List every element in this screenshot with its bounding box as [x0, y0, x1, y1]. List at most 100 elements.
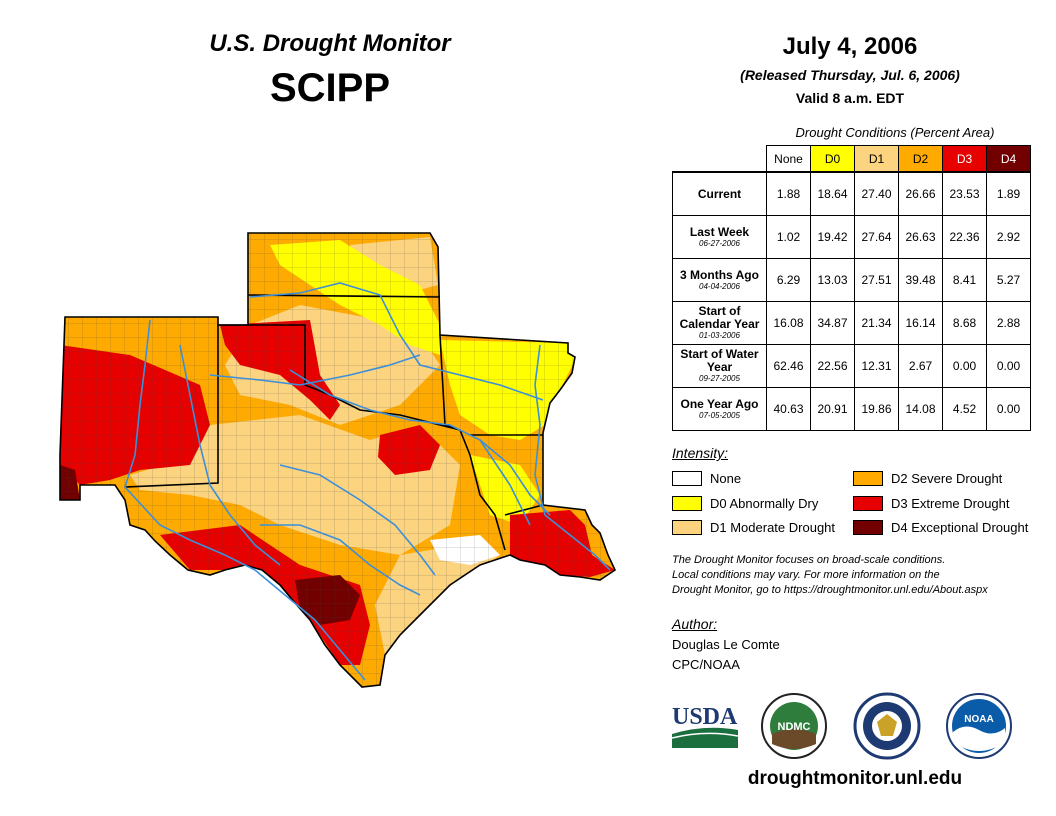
author-name: Douglas Le Comte	[672, 637, 780, 652]
legend-swatch	[672, 496, 702, 511]
table-cell: 14.08	[898, 387, 943, 431]
col-header-d1: D1	[854, 145, 899, 173]
table-cell: 8.68	[942, 301, 987, 345]
table-cell: 27.51	[854, 258, 899, 302]
col-header-d4: D4	[986, 145, 1031, 173]
row-date: 06-27-2006	[699, 238, 740, 248]
monitor-title: U.S. Drought Monitor	[209, 30, 451, 57]
table-cell: 1.89	[986, 171, 1031, 216]
noaa-logo: NOAA	[946, 693, 1012, 759]
table-corner	[673, 146, 767, 173]
red-river-la	[479, 439, 551, 516]
legend-item-d3: D3 Extreme Drought	[853, 496, 1010, 511]
table-cell: 40.63	[766, 387, 811, 431]
footnote-line: The Drought Monitor focuses on broad-sca…	[672, 554, 946, 566]
legend-label: D3 Extreme Drought	[891, 496, 1010, 511]
table-cell: 8.41	[942, 258, 987, 302]
arkansas-river	[249, 282, 544, 401]
table-cell: 6.29	[766, 258, 811, 302]
table-cell: 0.00	[942, 344, 987, 388]
table-row: Current 1.88 18.64 27.40 26.66 23.53 1.8…	[672, 171, 1031, 216]
release-date: (Released Thursday, Jul. 6, 2006)	[740, 67, 960, 83]
legend-swatch	[672, 471, 702, 486]
mississippi-river	[534, 344, 611, 571]
legend-label: D1 Moderate Drought	[710, 520, 836, 535]
row-date: 04-04-2006	[699, 281, 740, 291]
row-label: Current	[672, 171, 767, 216]
col-header-d0: D0	[810, 145, 855, 173]
table-cell: 27.64	[854, 215, 899, 259]
usda-logo: USDA	[671, 704, 739, 748]
pecos-river	[179, 344, 281, 566]
colorado-river	[260, 524, 421, 596]
table-row: Start of Calendar Year 01-03-2006 16.08 3…	[672, 301, 1031, 345]
row-label: Last Week 06-27-2006	[672, 215, 767, 259]
table-cell: 26.63	[898, 215, 943, 259]
footnote-line: Drought Monitor, go to https://droughtmo…	[672, 584, 988, 596]
svg-text:NOAA: NOAA	[964, 714, 993, 725]
table-cell: 0.00	[986, 344, 1031, 388]
table-cell: 18.64	[810, 171, 855, 216]
table-cell: 16.14	[898, 301, 943, 345]
table-row: Start of Water Year 09-27-2005 62.46 22.5…	[672, 344, 1031, 388]
legend-item-none: None	[672, 471, 741, 486]
legend-swatch	[672, 520, 702, 535]
row-label: Start of Calendar Year 01-03-2006	[672, 301, 767, 345]
table-cell: 27.40	[854, 171, 899, 216]
table-cell: 19.86	[854, 387, 899, 431]
map-date: July 4, 2006	[782, 33, 918, 60]
table-cell: 34.87	[810, 301, 855, 345]
svg-text:NDMC: NDMC	[778, 721, 811, 733]
table-cell: 0.00	[986, 387, 1031, 431]
author-org: CPC/NOAA	[672, 657, 740, 672]
legend-item-d4: D4 Exceptional Drought	[853, 520, 1028, 535]
region-title: SCIPP	[269, 66, 391, 110]
rio-grande-river	[124, 319, 366, 681]
author-heading: Author:	[672, 616, 718, 632]
drought-stats-table: None D0 D1 D2 D3 D4 Current 1.88 18.64 2…	[672, 145, 1031, 431]
table-cell: 19.42	[810, 215, 855, 259]
website-link[interactable]: droughtmonitor.unl.edu	[747, 768, 963, 789]
footnote-line: Local conditions may vary. For more info…	[672, 569, 940, 581]
legend-swatch	[853, 496, 883, 511]
table-cell: 26.66	[898, 171, 943, 216]
table-cell: 23.53	[942, 171, 987, 216]
col-header-d2: D2	[898, 145, 943, 173]
footnote: The Drought Monitor focuses on broad-sca…	[672, 553, 1042, 598]
table-cell: 20.91	[810, 387, 855, 431]
table-cell: 2.88	[986, 301, 1031, 345]
row-label: One Year Ago 07-05-2005	[672, 387, 767, 431]
table-cell: 1.02	[766, 215, 811, 259]
legend-swatch	[853, 520, 883, 535]
table-cell: 2.92	[986, 215, 1031, 259]
table-cell: 16.08	[766, 301, 811, 345]
table-row: One Year Ago 07-05-2005 40.63 20.91 19.86…	[672, 387, 1031, 431]
valid-time: Valid 8 a.m. EDT	[795, 90, 905, 106]
svg-text:USDA: USDA	[672, 704, 738, 730]
row-date: 09-27-2005	[699, 374, 740, 383]
row-date: 01-03-2006	[699, 331, 740, 340]
table-cell: 62.46	[766, 344, 811, 388]
table-cell: 22.36	[942, 215, 987, 259]
col-header-none: None	[766, 145, 811, 173]
table-caption: Drought Conditions (Percent Area)	[795, 125, 995, 140]
table-row: Last Week 06-27-2006 1.02 19.42 27.64 26.…	[672, 215, 1031, 259]
table-cell: 21.34	[854, 301, 899, 345]
legend-item-d0: D0 Abnormally Dry	[672, 496, 818, 511]
row-date: 07-05-2005	[699, 410, 740, 420]
table-cell: 4.52	[942, 387, 987, 431]
table-cell: 12.31	[854, 344, 899, 388]
legend-item-d1: D1 Moderate Drought	[672, 520, 835, 535]
legend-label: D4 Exceptional Drought	[891, 520, 1029, 535]
legend-swatch	[853, 471, 883, 486]
red-river	[289, 369, 531, 526]
table-row: 3 Months Ago 04-04-2006 6.29 13.03 27.51 …	[672, 258, 1031, 302]
legend-title: Intensity:	[672, 445, 729, 461]
ndmc-logo: NDMC	[761, 693, 827, 759]
col-header-d3: D3	[942, 145, 987, 173]
legend-item-d2: D2 Severe Drought	[853, 471, 1002, 486]
table-cell: 22.56	[810, 344, 855, 388]
table-cell: 1.88	[766, 171, 811, 216]
row-label: 3 Months Ago 04-04-2006	[672, 258, 767, 302]
brazos-river	[279, 464, 436, 576]
